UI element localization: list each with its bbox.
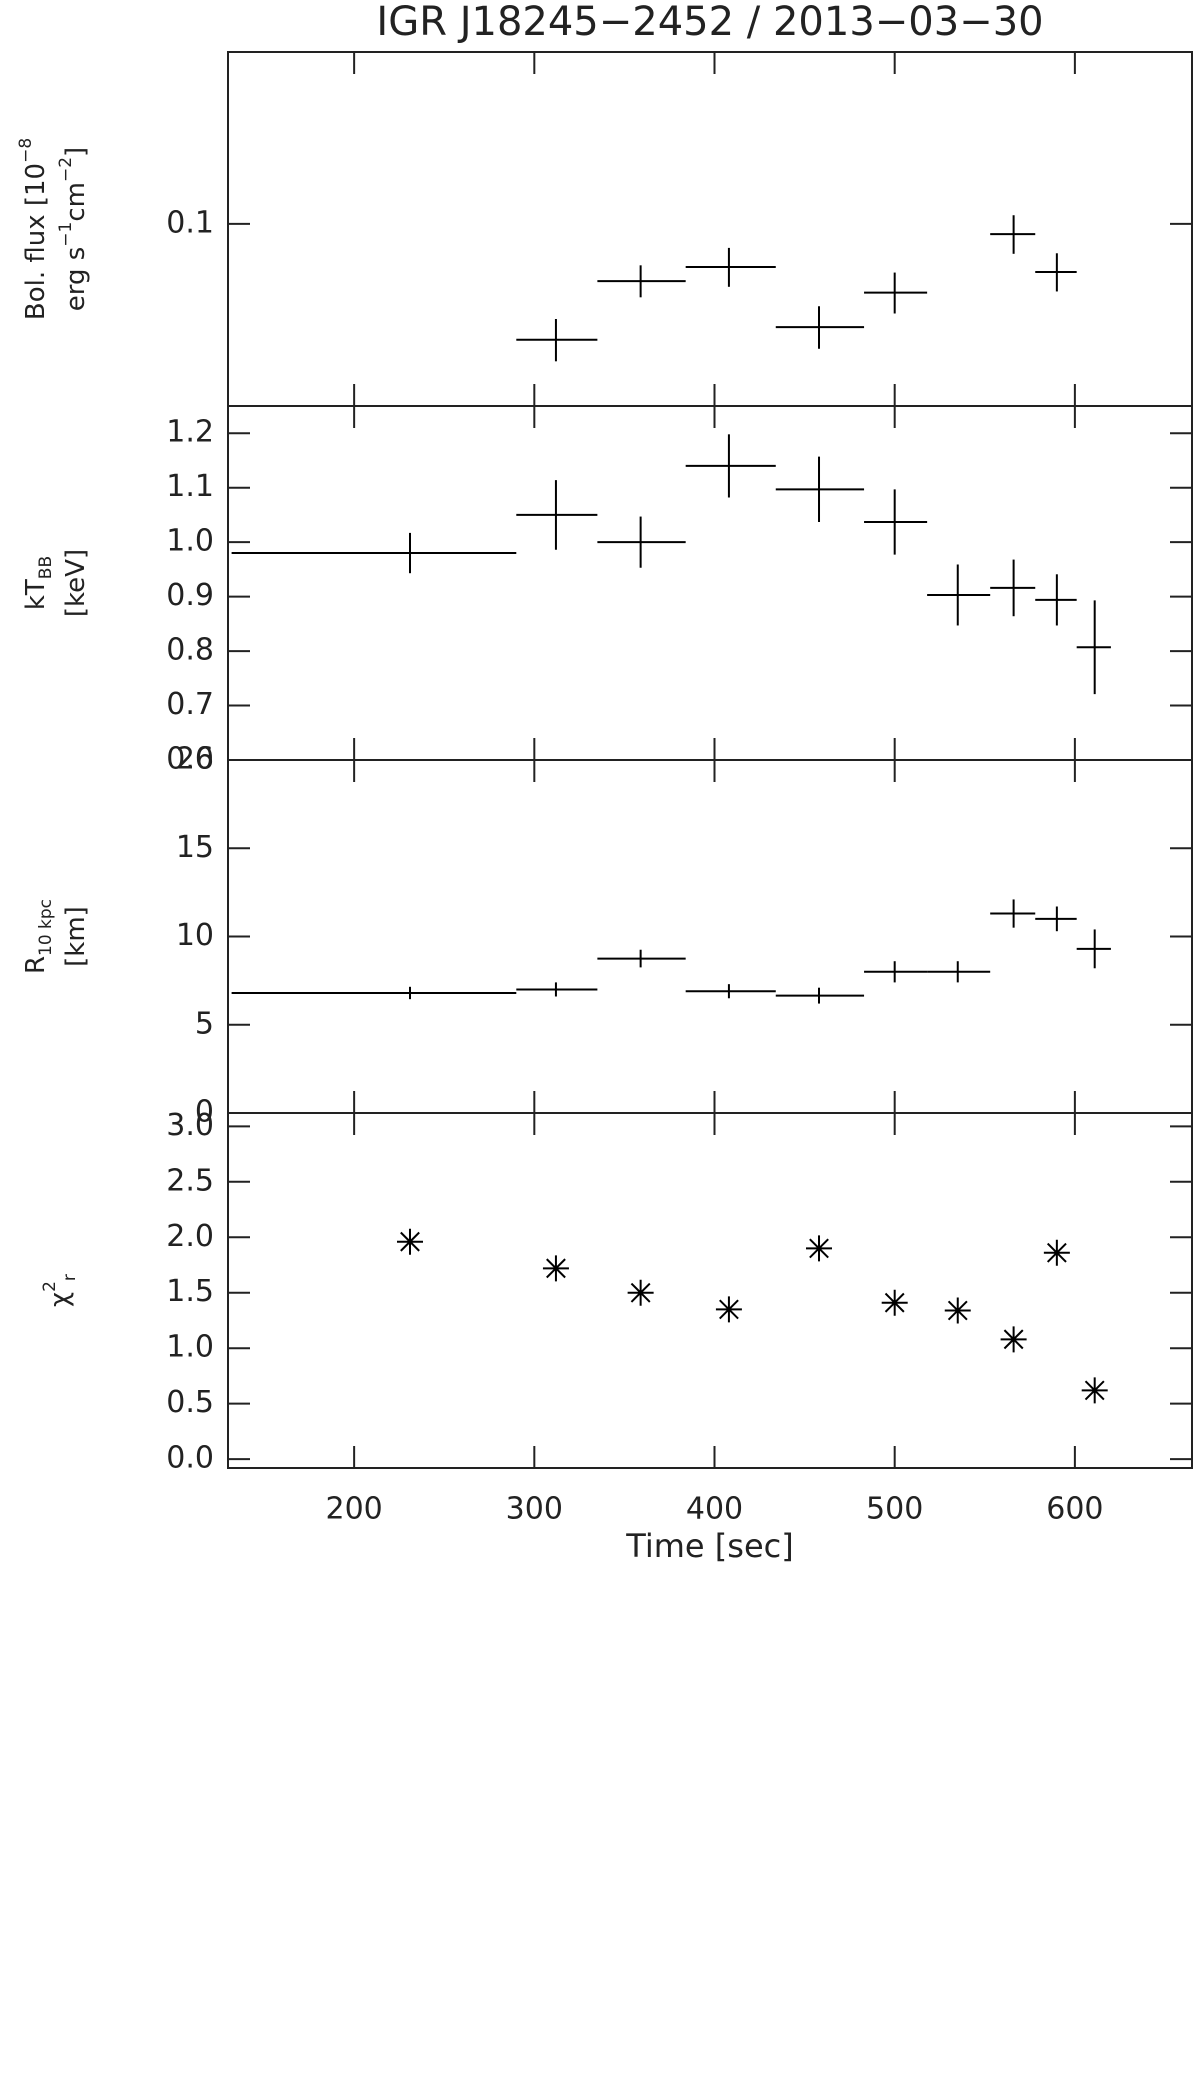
x-tick-label: 200 — [325, 1492, 382, 1527]
y-axis-label-part: −2 — [56, 157, 76, 182]
y-tick-label: 20 — [176, 742, 214, 777]
y-tick-label: 1.0 — [166, 524, 214, 559]
x-tick-label: 500 — [866, 1492, 923, 1527]
asterisk-marker — [715, 1296, 742, 1323]
y-axis-label: R10 kpc — [21, 899, 57, 974]
y-axis-label-part: −1 — [56, 222, 76, 247]
y-tick-label: 1.1 — [166, 469, 214, 504]
y-axis-label: [km] — [61, 906, 91, 967]
x-tick-label: 600 — [1046, 1492, 1103, 1527]
chart-title: IGR J18245−2452 / 2013−03−30 — [376, 0, 1043, 45]
y-tick-label: 2.5 — [166, 1163, 214, 1198]
y-tick-label: 0.1 — [166, 205, 214, 240]
y-tick-label: 1.5 — [166, 1274, 214, 1309]
y-axis-label-part: [keV] — [61, 549, 91, 617]
y-tick-label: 1.2 — [166, 415, 214, 450]
y-axis-label: χ2r — [40, 1274, 80, 1307]
y-axis-label-part: 2 — [40, 1281, 60, 1292]
y-tick-label: 0.6 — [166, 742, 214, 777]
y-tick-label: 0.7 — [166, 687, 214, 722]
y-axis-label-part: ] — [61, 147, 91, 157]
y-tick-label: 3.0 — [166, 1108, 214, 1143]
y-tick-label: 0.9 — [166, 578, 214, 613]
asterisk-marker — [806, 1235, 833, 1262]
y-tick-label: 15 — [176, 830, 214, 865]
y-axis-label: [keV] — [61, 549, 91, 617]
y-tick-label: 5 — [195, 1006, 214, 1041]
y-axis-label-part: [km] — [61, 906, 91, 967]
plot-frame — [227, 51, 1193, 407]
asterisk-marker — [1000, 1326, 1027, 1353]
asterisk-marker — [1081, 1377, 1108, 1404]
y-axis-label-part: −8 — [16, 138, 36, 163]
y-tick-label: 1.0 — [166, 1330, 214, 1365]
y-axis-label-part: cm — [61, 182, 91, 222]
asterisk-marker — [944, 1297, 971, 1324]
y-axis-label-part: erg s — [61, 247, 91, 312]
y-axis-label: Bol. flux [10−8 — [16, 138, 51, 320]
y-axis-label-part: Bol. flux [10 — [21, 163, 51, 320]
y-tick-label: 0.8 — [166, 633, 214, 668]
asterisk-marker — [881, 1289, 908, 1316]
x-tick-label: 400 — [686, 1492, 743, 1527]
y-axis-label: erg s−1cm−2] — [56, 147, 91, 311]
plot-frame — [227, 405, 1193, 761]
asterisk-marker — [1043, 1239, 1070, 1266]
y-tick-label: 0.5 — [166, 1385, 214, 1420]
y-axis-label: kTBB — [21, 556, 57, 610]
y-axis-label-part: r — [60, 1274, 80, 1281]
asterisk-marker — [627, 1279, 654, 1306]
asterisk-marker — [396, 1228, 423, 1255]
y-tick-label: 10 — [176, 918, 214, 953]
y-tick-label: 0.0 — [166, 1441, 214, 1476]
plot-frame — [227, 759, 1193, 1114]
y-axis-label-part: kT — [21, 579, 51, 610]
x-tick-label: 300 — [506, 1492, 563, 1527]
x-axis-label: Time [sec] — [625, 1527, 793, 1565]
y-axis-label-part: 10 kpc — [36, 899, 56, 956]
y-axis-label-part: R — [21, 956, 51, 974]
y-axis-label-part: BB — [36, 556, 56, 579]
y-axis-label-part: χ — [45, 1292, 75, 1307]
y-tick-label: 0 — [195, 1095, 214, 1130]
plot-frame — [227, 1112, 1193, 1469]
y-tick-label: 2.0 — [166, 1219, 214, 1254]
asterisk-marker — [542, 1255, 569, 1282]
